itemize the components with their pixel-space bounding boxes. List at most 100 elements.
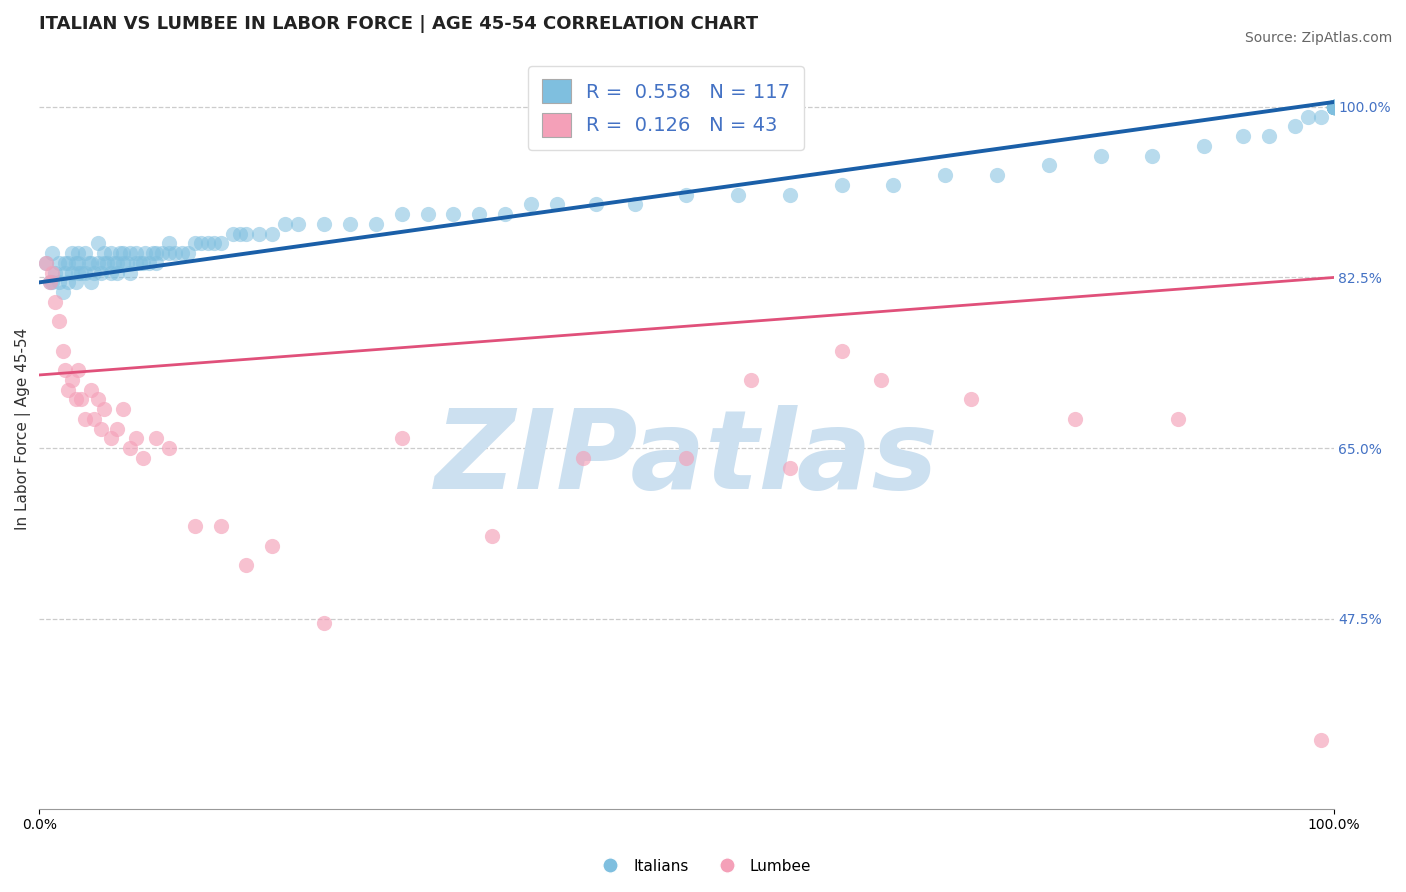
Point — [157, 246, 180, 260]
Text: ITALIAN VS LUMBEE IN LABOR FORCE | AGE 45-54 CORRELATION CHART: ITALIAN VS LUMBEE IN LABOR FORCE | AGE 4… — [39, 15, 758, 33]
Point — [1322, 100, 1344, 114]
Point — [1322, 100, 1344, 114]
Point — [1309, 733, 1331, 747]
Point — [1322, 100, 1344, 114]
Point — [1322, 100, 1344, 114]
Point — [229, 227, 252, 241]
Point — [105, 421, 128, 435]
Point — [222, 227, 245, 241]
Point — [572, 450, 595, 465]
Point — [105, 256, 128, 270]
Point — [190, 236, 212, 251]
Point — [83, 412, 105, 426]
Point — [103, 256, 125, 270]
Text: ZIPatlas: ZIPatlas — [434, 406, 938, 513]
Point — [585, 197, 607, 211]
Point — [960, 392, 983, 407]
Point — [142, 246, 165, 260]
Point — [100, 246, 122, 260]
Point — [41, 246, 63, 260]
Point — [53, 256, 76, 270]
Point — [1322, 100, 1344, 114]
Point — [60, 246, 83, 260]
Legend: Italians, Lumbee: Italians, Lumbee — [589, 853, 817, 880]
Point — [1322, 100, 1344, 114]
Point — [44, 294, 66, 309]
Point — [364, 217, 387, 231]
Point — [86, 236, 108, 251]
Point — [138, 256, 160, 270]
Point — [56, 276, 79, 290]
Point — [1322, 100, 1344, 114]
Point — [150, 246, 173, 260]
Point — [468, 207, 491, 221]
Point — [80, 256, 103, 270]
Point — [740, 373, 762, 387]
Point — [1322, 100, 1344, 114]
Point — [112, 402, 135, 417]
Point — [73, 246, 96, 260]
Point — [1322, 100, 1344, 114]
Point — [125, 246, 148, 260]
Point — [67, 266, 90, 280]
Point — [623, 197, 645, 211]
Point — [145, 256, 167, 270]
Point — [108, 246, 131, 260]
Point — [183, 236, 205, 251]
Point — [96, 256, 118, 270]
Point — [65, 276, 87, 290]
Point — [546, 197, 568, 211]
Point — [65, 392, 87, 407]
Point — [83, 266, 105, 280]
Point — [779, 460, 801, 475]
Point — [934, 168, 956, 182]
Point — [53, 266, 76, 280]
Point — [727, 187, 749, 202]
Point — [287, 217, 309, 231]
Point — [93, 402, 115, 417]
Point — [1063, 412, 1085, 426]
Point — [520, 197, 543, 211]
Point — [183, 519, 205, 533]
Point — [53, 363, 76, 377]
Y-axis label: In Labor Force | Age 45-54: In Labor Force | Age 45-54 — [15, 327, 31, 530]
Point — [77, 256, 100, 270]
Point — [90, 421, 112, 435]
Point — [197, 236, 219, 251]
Point — [67, 363, 90, 377]
Point — [416, 207, 439, 221]
Point — [1257, 129, 1279, 144]
Point — [112, 246, 135, 260]
Point — [247, 227, 270, 241]
Point — [118, 246, 141, 260]
Point — [52, 343, 75, 358]
Point — [1322, 100, 1344, 114]
Point — [494, 207, 516, 221]
Point — [779, 187, 801, 202]
Point — [170, 246, 193, 260]
Point — [73, 412, 96, 426]
Point — [202, 236, 225, 251]
Point — [312, 616, 335, 631]
Point — [118, 266, 141, 280]
Point — [132, 450, 155, 465]
Point — [125, 256, 148, 270]
Point — [38, 276, 60, 290]
Point — [1322, 100, 1344, 114]
Point — [1322, 100, 1344, 114]
Point — [145, 246, 167, 260]
Point — [67, 256, 90, 270]
Point — [1322, 100, 1344, 114]
Point — [1232, 129, 1254, 144]
Point — [882, 178, 904, 192]
Point — [312, 217, 335, 231]
Point — [129, 256, 152, 270]
Point — [48, 314, 70, 328]
Point — [1038, 158, 1060, 172]
Point — [48, 276, 70, 290]
Point — [125, 431, 148, 445]
Point — [209, 519, 232, 533]
Point — [145, 431, 167, 445]
Point — [177, 246, 200, 260]
Point — [60, 266, 83, 280]
